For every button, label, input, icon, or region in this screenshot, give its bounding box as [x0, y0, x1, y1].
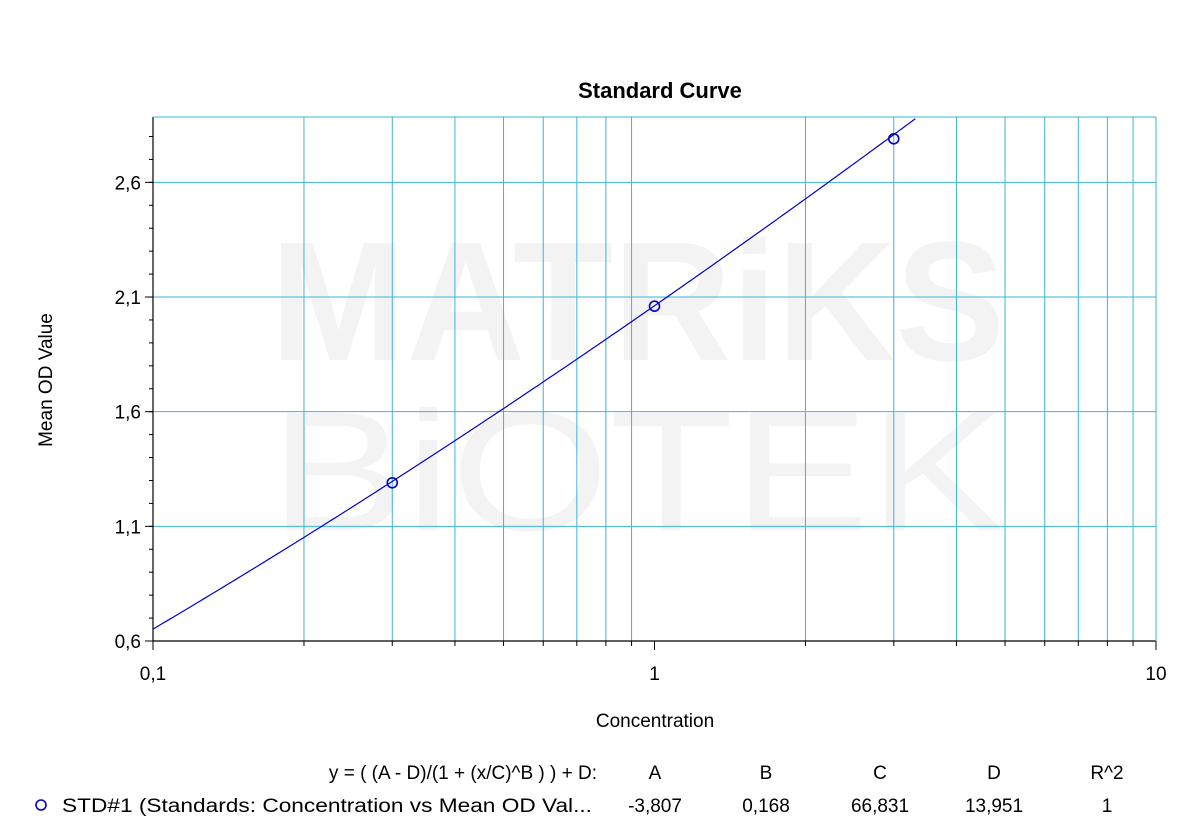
watermark-line-1: MATRiKS [270, 207, 1005, 397]
legend-header-d: D [987, 763, 1001, 784]
data-point [887, 132, 900, 145]
legend: y = ( (A - D)/(1 + (x/C)^B ) ) + D: A B … [35, 763, 1124, 817]
legend-marker-icon [35, 799, 47, 811]
y-tick-label: 2,6 [115, 173, 141, 194]
chart-title: Standard Curve [578, 78, 742, 103]
legend-header-b: B [760, 763, 773, 784]
y-tick-label: 0,6 [115, 632, 141, 653]
y-axis-label: Mean OD Value [36, 313, 57, 447]
legend-header-r2: R^2 [1090, 763, 1123, 784]
tick-labels: 0,6 1,1 1,6 2,1 2,6 0,1 1 10 [115, 173, 1167, 685]
legend-value-b: 0,168 [742, 796, 790, 817]
legend-series-label: STD#1 (Standards: Concentration vs Mean … [62, 796, 592, 817]
grid [153, 117, 1156, 641]
y-tick-label: 2,1 [115, 288, 141, 309]
x-tick-label: 0,1 [140, 664, 166, 685]
legend-header-a: A [649, 763, 662, 784]
x-tick-label: 10 [1145, 664, 1166, 685]
fit-curve [152, 118, 916, 630]
data-point [648, 300, 661, 312]
x-axis-label: Concentration [596, 711, 714, 732]
tick-marks [145, 135, 1157, 650]
data-point [386, 476, 399, 489]
watermark-line-2: BiOTEK [270, 377, 1005, 567]
legend-value-c: 66,831 [851, 796, 909, 817]
data-points [386, 132, 900, 489]
legend-value-r2: 1 [1102, 796, 1113, 817]
legend-header-c: C [873, 763, 887, 784]
x-tick-label: 1 [649, 664, 660, 685]
legend-value-a: -3,807 [628, 796, 682, 817]
fit-equation: y = ( (A - D)/(1 + (x/C)^B ) ) + D: [329, 763, 597, 784]
y-tick-label: 1,6 [115, 403, 141, 424]
y-tick-label: 1,1 [115, 517, 141, 538]
legend-value-d: 13,951 [965, 796, 1023, 817]
